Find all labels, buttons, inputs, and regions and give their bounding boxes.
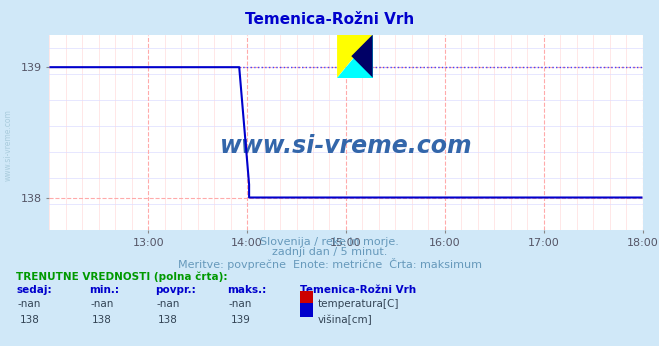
Text: Temenica-Rožni Vrh: Temenica-Rožni Vrh [300, 285, 416, 295]
Text: -nan: -nan [18, 299, 42, 309]
Text: www.si-vreme.com: www.si-vreme.com [219, 134, 473, 158]
Text: -nan: -nan [90, 299, 114, 309]
Text: -nan: -nan [229, 299, 252, 309]
Polygon shape [351, 35, 373, 78]
Polygon shape [337, 35, 373, 78]
Text: Slovenija / reke in morje.: Slovenija / reke in morje. [260, 237, 399, 247]
Text: 138: 138 [158, 315, 178, 325]
Text: TRENUTNE VREDNOSTI (polna črta):: TRENUTNE VREDNOSTI (polna črta): [16, 272, 228, 282]
Text: višina[cm]: višina[cm] [318, 315, 372, 325]
Text: zadnji dan / 5 minut.: zadnji dan / 5 minut. [272, 247, 387, 257]
Text: Temenica-Rožni Vrh: Temenica-Rožni Vrh [245, 12, 414, 27]
Text: 139: 139 [231, 315, 250, 325]
Polygon shape [337, 35, 373, 78]
Text: temperatura[C]: temperatura[C] [318, 299, 399, 309]
Text: Meritve: povprečne  Enote: metrične  Črta: maksimum: Meritve: povprečne Enote: metrične Črta:… [177, 258, 482, 270]
Text: maks.:: maks.: [227, 285, 267, 295]
Text: min.:: min.: [89, 285, 119, 295]
Text: -nan: -nan [156, 299, 180, 309]
Text: 138: 138 [20, 315, 40, 325]
Text: www.si-vreme.com: www.si-vreme.com [3, 109, 13, 181]
Text: 138: 138 [92, 315, 112, 325]
Text: sedaj:: sedaj: [16, 285, 52, 295]
Text: povpr.:: povpr.: [155, 285, 196, 295]
